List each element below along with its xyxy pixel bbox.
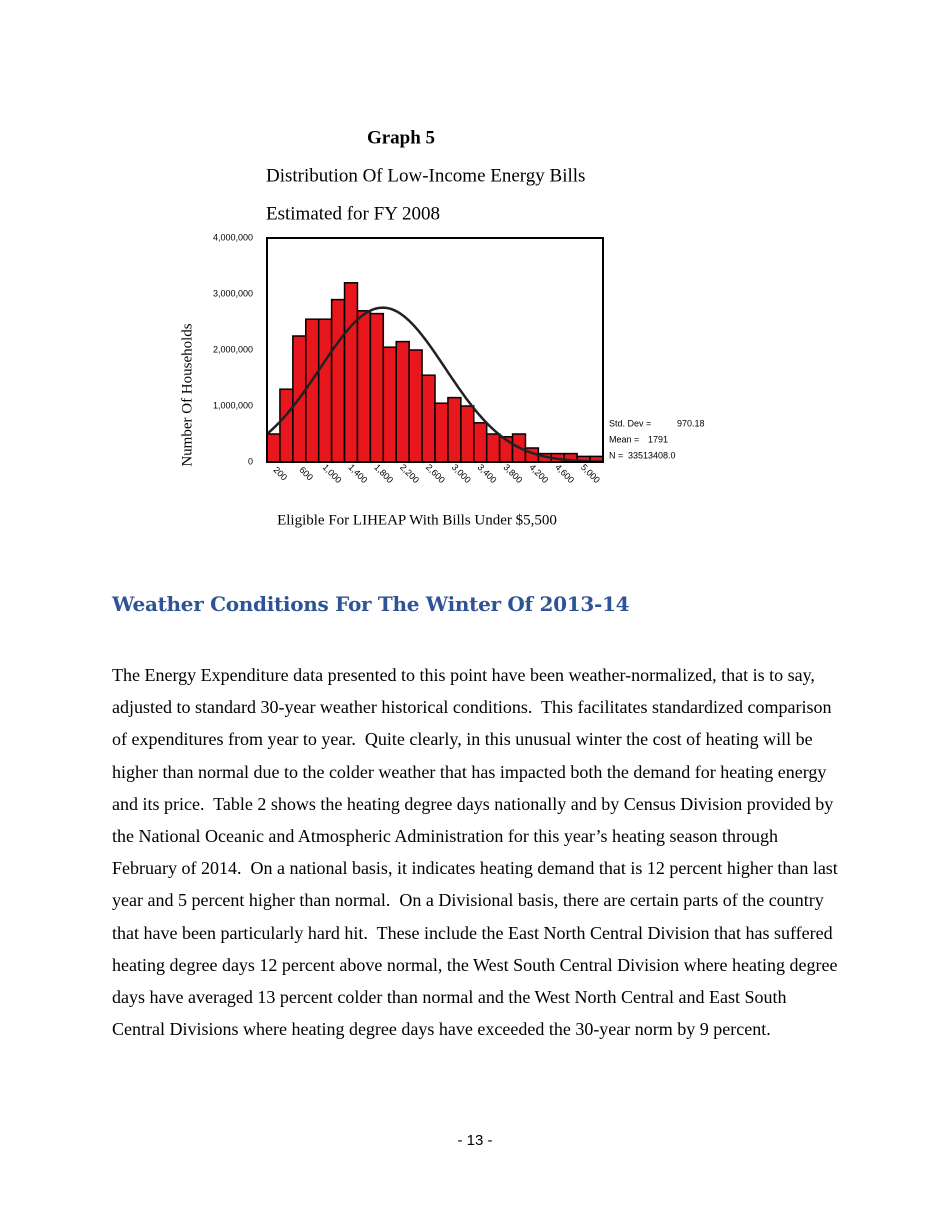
stat-value: 970.18 [677,418,705,428]
bar [485,433,501,463]
bar [343,282,359,463]
chart-subtitle: Estimated for FY 2008 [266,203,440,224]
plot-frame [266,237,604,463]
stat-name: Mean = [609,434,639,444]
chart: Graph 5 Distribution Of Low-Income Energ… [179,127,705,528]
x-tick-label: 200 [272,465,290,483]
bar [395,340,410,463]
bar [460,405,475,463]
bar [473,422,488,463]
stat-name: N = [609,450,623,460]
bar [447,396,462,463]
x-tick-label: 2,200 [398,462,421,485]
bar [317,318,333,463]
x-tick-label: 1,000 [321,462,344,485]
x-tick-label: 600 [297,465,315,483]
page-number: - 13 - [457,1132,493,1149]
stat-value: 33513408.0 [628,450,676,460]
bar [408,349,423,463]
x-tick-label: 2,600 [424,462,447,485]
x-tick-label: 1,400 [346,462,369,485]
bar [279,388,294,463]
x-tick-label: 5,000 [579,462,602,485]
bar [356,310,372,463]
x-tick-label: 4,200 [527,462,550,485]
bar [382,346,397,463]
x-axis-label: Eligible For LIHEAP With Bills Under $5,… [277,512,557,528]
bar [330,298,346,463]
chart-title: Graph 5 [367,127,435,148]
bar [266,433,281,463]
bar [305,318,320,463]
y-tick-label: 1,000,000 [213,400,253,410]
bar [421,374,436,463]
x-tick-label: 3,800 [501,462,524,485]
stat-name: Std. Dev = [609,418,651,428]
bar [434,402,449,463]
bar [369,312,385,463]
y-tick-label: 0 [248,456,253,466]
normal-curve [266,306,604,463]
section-heading: Weather Conditions For The Winter Of 201… [112,592,630,616]
stat-value: 1791 [648,434,668,444]
chart-subtitle: Distribution Of Low-Income Energy Bills [266,165,585,186]
y-tick-label: 3,000,000 [213,288,253,298]
paragraph: The Energy Expenditure data presented to… [112,665,843,1040]
y-tick-label: 4,000,000 [213,232,253,242]
y-axis-label: Number Of Households [179,323,195,466]
x-tick-label: 1,800 [372,462,395,485]
x-tick-label: 3,000 [450,462,473,485]
y-tick-label: 2,000,000 [213,344,253,354]
x-tick-label: 4,600 [553,462,576,485]
x-tick-label: 3,400 [476,462,499,485]
